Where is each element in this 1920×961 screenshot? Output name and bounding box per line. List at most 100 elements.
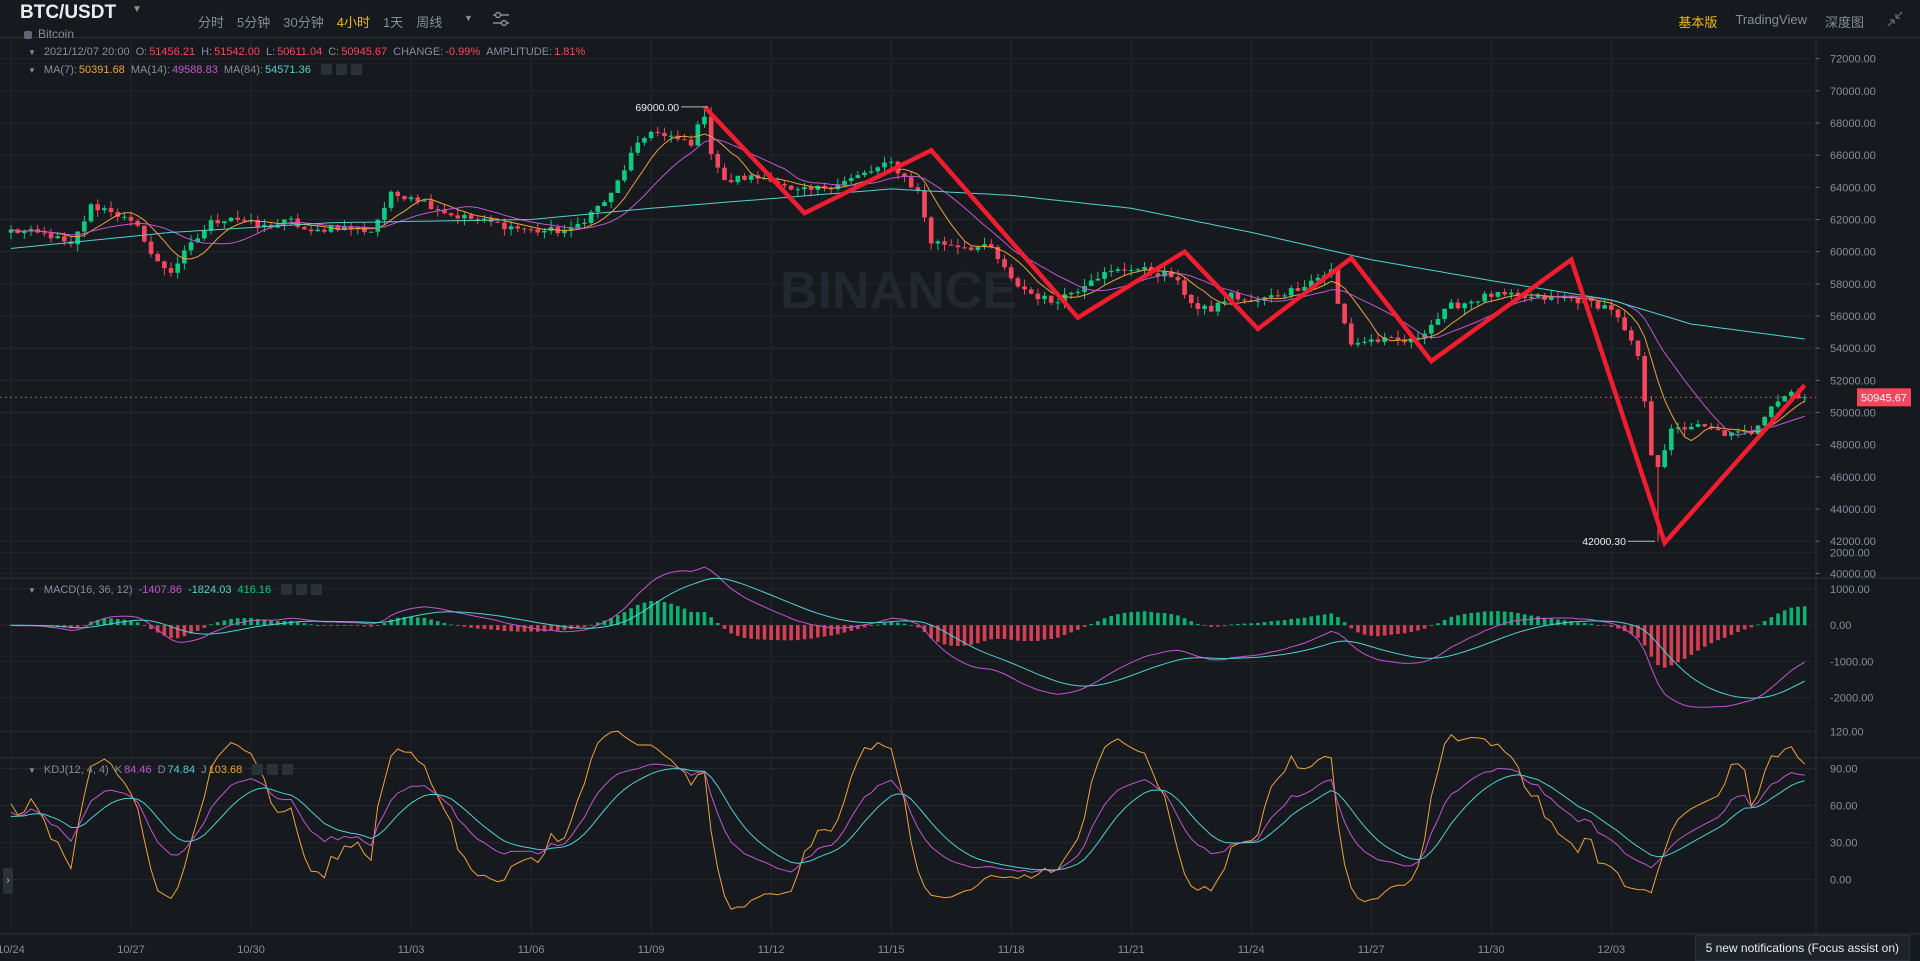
ma7-label: MA(7): — [43, 64, 77, 76]
toggle-caret-icon[interactable]: ▼ — [28, 48, 36, 57]
macd-hist-bar — [1182, 618, 1187, 626]
candle-body — [328, 225, 334, 232]
macd-hist-bar — [482, 625, 487, 630]
macd-hist-bar — [1649, 625, 1654, 657]
symbol-dropdown-icon[interactable]: ▼ — [132, 4, 142, 15]
view-tab-depth[interactable]: 深度图 — [1824, 15, 1864, 30]
macd-hist-bar — [849, 625, 853, 631]
macd-hist-bar — [1536, 616, 1540, 626]
macd-hist-bar — [1576, 622, 1580, 626]
remove-indicator-icon[interactable] — [311, 584, 323, 595]
amplitude-value: 1.81% — [554, 46, 586, 58]
toggle-caret-icon[interactable]: ▼ — [28, 66, 36, 75]
settings-sliders-icon[interactable] — [492, 11, 510, 27]
macd-hist-bar — [1089, 623, 1094, 626]
candle-body — [608, 192, 614, 203]
candle-body — [702, 116, 707, 125]
low-value: 50611.04 — [277, 46, 323, 58]
kdj-info-row: ▼ KDJ(12, 4, 4) K 84.46 D 74.84 J 103.68 — [28, 764, 294, 776]
macd-hist-bar — [1549, 618, 1554, 626]
expand-panel-handle-icon[interactable]: › — [3, 868, 13, 894]
macd-hist-bar — [1242, 623, 1247, 626]
candle-body — [1022, 286, 1027, 290]
view-tab-basic[interactable]: 基本版 — [1678, 15, 1718, 30]
interval-tab-1[interactable]: 分时 — [198, 15, 225, 30]
ma14-value: 49588.83 — [171, 64, 218, 76]
candle-body — [8, 229, 14, 233]
indicator-settings-icon[interactable] — [267, 764, 279, 775]
remove-indicator-icon[interactable] — [282, 764, 294, 775]
candle-body — [228, 217, 234, 222]
candle-body — [1622, 317, 1627, 331]
macd-hist-bar — [142, 625, 147, 626]
high-label: H: — [201, 46, 213, 58]
candle-body — [722, 167, 727, 181]
candle-body — [1482, 293, 1487, 302]
collapse-icon[interactable] — [1886, 10, 1904, 28]
indicator-settings-icon[interactable] — [296, 584, 308, 595]
macd-hist-bar — [335, 625, 340, 626]
candle-body — [1695, 424, 1701, 427]
candle-body — [1162, 271, 1167, 277]
macd-hist-bar — [149, 625, 153, 630]
candle-body — [1342, 303, 1347, 324]
macd-hist-bar — [809, 625, 813, 639]
symbol-title[interactable]: BTC/USDT — [20, 2, 117, 23]
kdj-tick-label: 120.00 — [1830, 726, 1864, 738]
chart-area[interactable]: BINANCE 10/24 10/27 10/30 11/03 11/06 11/09 11/… — [0, 38, 1920, 961]
toggle-caret-icon[interactable]: ▼ — [28, 766, 36, 775]
interval-tab-2[interactable]: 5分钟 — [237, 15, 271, 30]
candle-body — [202, 230, 207, 239]
candle-body — [1702, 424, 1707, 427]
macd-hist-bar — [876, 624, 880, 626]
candle-body — [128, 216, 134, 221]
candle-body — [848, 178, 854, 181]
candle-body — [1529, 296, 1534, 299]
candle-body — [1789, 391, 1794, 397]
hide-indicator-icon[interactable] — [281, 584, 293, 595]
candle-body — [502, 222, 507, 230]
interval-tab-3[interactable]: 30分钟 — [283, 15, 324, 30]
macd-hist-bar — [1469, 612, 1474, 626]
ma7-line — [10, 133, 1805, 442]
macd-hist-bar — [1622, 625, 1627, 632]
ma84-line — [10, 188, 1805, 340]
candle-body — [948, 244, 954, 246]
interval-tab-6[interactable]: 周线 — [416, 15, 443, 30]
candle-body — [588, 211, 594, 223]
indicator-settings-icon[interactable] — [335, 64, 347, 75]
candle-body — [368, 231, 374, 233]
macd-hist-bar — [1736, 625, 1740, 633]
interval-tab-4[interactable]: 4小时 — [336, 15, 370, 30]
notification-toast[interactable]: 5 new notifications (Focus assist on) — [1694, 935, 1910, 961]
macd-hist-bar — [1542, 617, 1547, 626]
macd-dea-line — [11, 577, 1805, 699]
candle-body — [222, 221, 227, 224]
candle-body — [95, 204, 100, 211]
macd-hist-bar — [1249, 623, 1254, 626]
macd-hist-bar — [836, 625, 840, 635]
candle-body — [1502, 291, 1507, 295]
view-tab-tradingview[interactable]: TradingView — [1735, 12, 1807, 27]
interval-tab-5[interactable]: 1天 — [382, 15, 404, 30]
more-intervals-icon[interactable]: ▼ — [464, 13, 473, 23]
candle-body — [622, 170, 627, 181]
candle-body — [335, 225, 341, 231]
candle-body — [1348, 323, 1354, 345]
hide-indicator-icon[interactable] — [252, 764, 264, 775]
amplitude-label: AMPLITUDE: — [486, 46, 553, 58]
candle-body — [855, 175, 861, 179]
macd-hist-bar — [1589, 623, 1594, 626]
macd-hist-bar — [896, 622, 900, 626]
macd-hist-bar — [1636, 625, 1640, 638]
remove-indicator-icon[interactable] — [350, 64, 362, 75]
candle-body — [475, 218, 481, 220]
macd-hist-bar — [1716, 625, 1720, 641]
macd-hist-bar — [1282, 620, 1287, 626]
macd-hist-bar — [1276, 620, 1280, 626]
macd-hist-bar — [722, 625, 727, 629]
candle-body — [715, 154, 721, 168]
macd-hist-bar — [969, 625, 973, 645]
toggle-caret-icon[interactable]: ▼ — [28, 586, 36, 595]
hide-indicator-icon[interactable] — [320, 64, 332, 75]
